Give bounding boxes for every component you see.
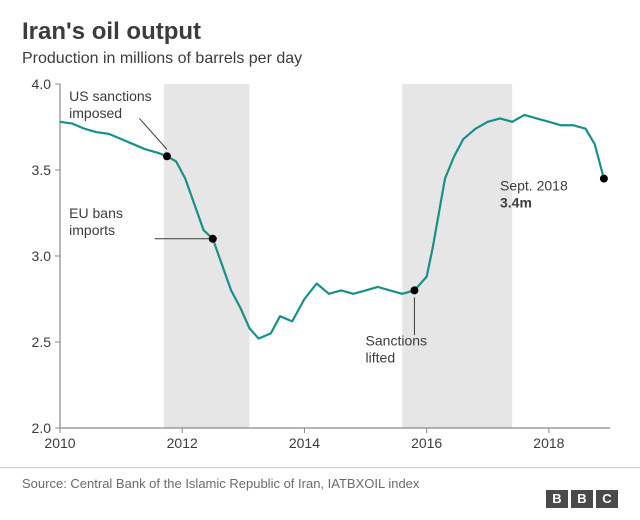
source-text: Source: Central Bank of the Islamic Repu… [0, 476, 640, 491]
x-tick-label: 2016 [411, 435, 442, 451]
y-tick-label: 2.0 [32, 420, 52, 436]
shaded-band [164, 84, 250, 428]
annotation-dot [410, 286, 418, 294]
annotation-sanctions-lifted: lifted [366, 349, 396, 365]
y-tick-label: 3.5 [32, 162, 52, 178]
divider [0, 467, 640, 468]
x-tick-label: 2018 [533, 435, 564, 451]
line-chart: 2.0 2.5 3.0 3.5 4.0 2010 2012 2014 2016 2018 US sa… [22, 76, 618, 461]
annotation-sept-2018: Sept. 2018 [500, 178, 568, 194]
annotation-dot [209, 235, 217, 243]
x-tick-label: 2012 [167, 435, 198, 451]
bbc-logo-block: C [596, 490, 618, 508]
annotation-dot [163, 152, 171, 160]
annotation-dot [600, 175, 608, 183]
leader-line [139, 118, 167, 149]
bbc-logo: B B C [546, 490, 618, 508]
bbc-logo-block: B [546, 490, 568, 508]
x-tick-label: 2014 [289, 435, 320, 451]
shaded-band [402, 84, 512, 428]
data-line [60, 115, 604, 339]
chart-title: Iran's oil output [22, 18, 618, 46]
bbc-logo-block: B [571, 490, 593, 508]
x-tick-label: 2010 [44, 435, 75, 451]
annotation-eu-bans: EU bans [69, 205, 123, 221]
y-tick-label: 3.0 [32, 248, 52, 264]
y-tick-label: 4.0 [32, 76, 52, 92]
chart-subtitle: Production in millions of barrels per da… [22, 50, 618, 68]
annotation-eu-bans: imports [69, 222, 115, 238]
annotation-us-sanctions: imposed [69, 105, 122, 121]
annotation-us-sanctions: US sanctions [69, 88, 151, 104]
y-tick-label: 2.5 [32, 334, 52, 350]
annotation-sanctions-lifted: Sanctions [366, 332, 427, 348]
annotation-sept-2018-value: 3.4m [500, 195, 532, 211]
